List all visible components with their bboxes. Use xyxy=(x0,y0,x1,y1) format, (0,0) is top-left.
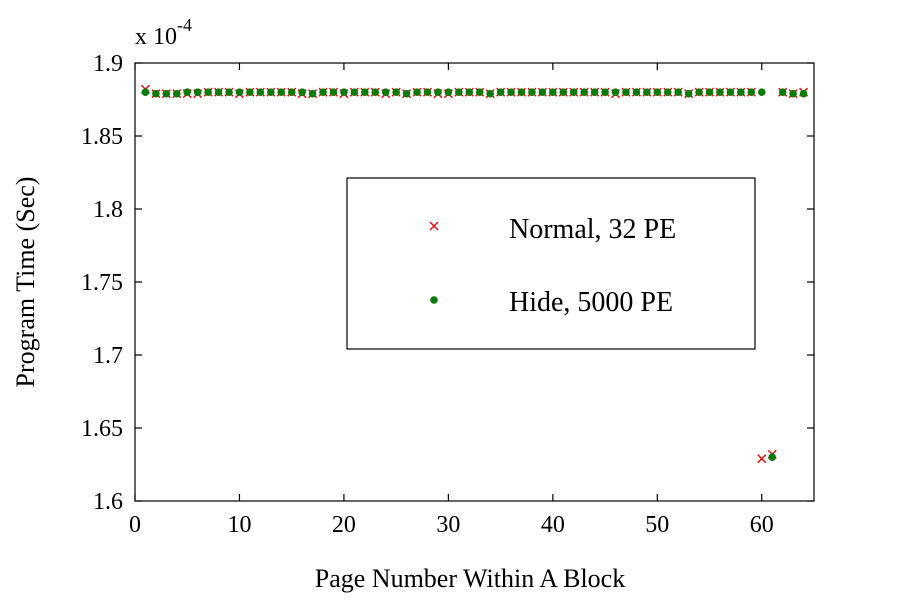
hide-point xyxy=(590,88,599,96)
hide-point xyxy=(319,88,327,96)
x-tick-label: 0 xyxy=(129,512,141,538)
hide-point xyxy=(475,88,484,96)
hide-point xyxy=(580,88,588,96)
hide-point xyxy=(559,88,568,96)
hide-point xyxy=(152,89,160,98)
hide-point xyxy=(434,88,442,96)
hide-point xyxy=(507,88,515,96)
hide-point xyxy=(611,88,620,96)
hide-point xyxy=(413,88,421,96)
hide-point xyxy=(569,88,578,96)
hide-point xyxy=(225,88,233,96)
x-tick-label: 20 xyxy=(332,512,356,538)
hide-point xyxy=(757,88,766,96)
hide-point xyxy=(747,88,756,96)
legend: Normal, 32 PE Hide, 5000 PE xyxy=(346,177,756,350)
hide-point xyxy=(246,88,254,96)
hide-point xyxy=(444,88,453,96)
hide-point xyxy=(726,88,735,96)
plot-area-frame xyxy=(134,62,815,502)
hide-point xyxy=(381,88,390,96)
hide-point xyxy=(622,88,630,96)
hide-point xyxy=(768,453,777,462)
hide-point xyxy=(298,88,306,96)
legend-box xyxy=(346,177,756,350)
axis-ticks: 0 10 20 30 40 50 60 1.6 1.65 1.7 1.75 1.8 1.85 1.9 xyxy=(81,51,814,538)
hide-point xyxy=(496,88,505,96)
y-tick-label: 1.9 xyxy=(93,51,123,77)
hide-point xyxy=(392,88,400,96)
hide-point xyxy=(193,88,202,96)
hide-point xyxy=(663,88,672,96)
legend-label-normal: Normal, 32 PE xyxy=(509,214,676,245)
hide-point xyxy=(643,88,651,96)
hide-point xyxy=(789,89,797,98)
y-tick-label: 1.7 xyxy=(93,343,123,369)
y-tick-label: 1.6 xyxy=(93,489,123,515)
hide-point xyxy=(423,88,432,96)
legend-marker-normal xyxy=(429,221,439,231)
hide-point xyxy=(674,88,682,96)
hide-point xyxy=(371,88,380,96)
hide-point xyxy=(204,88,212,96)
y-tick-label: 1.65 xyxy=(81,416,123,442)
hide-point xyxy=(799,89,808,98)
hide-point xyxy=(235,88,244,96)
hide-point xyxy=(737,88,745,96)
hide-point xyxy=(361,88,369,96)
hide-point xyxy=(340,88,348,96)
hide-point xyxy=(601,88,609,96)
data-points xyxy=(140,84,809,464)
hide-point xyxy=(329,88,338,96)
hide-point xyxy=(350,88,359,96)
legend-x-marker xyxy=(429,221,439,231)
x-tick-label: 50 xyxy=(645,512,669,538)
hide-point xyxy=(141,88,150,96)
hide-point xyxy=(287,88,296,96)
hide-point xyxy=(455,88,463,96)
hide-point xyxy=(632,88,641,96)
hide-point xyxy=(778,88,787,96)
hide-point xyxy=(402,89,411,98)
hide-point xyxy=(214,88,223,96)
hide-point xyxy=(183,88,192,96)
legend-label-hide: Hide, 5000 PE xyxy=(509,287,673,318)
hide-point xyxy=(172,89,181,98)
y-exponent-label: x 10-4 xyxy=(135,15,192,50)
legend-dot-marker xyxy=(430,296,438,304)
x-tick-label: 30 xyxy=(436,512,460,538)
hide-point xyxy=(486,89,494,98)
hide-point xyxy=(684,89,693,98)
y-tick-label: 1.85 xyxy=(81,124,123,150)
x-tick-label: 10 xyxy=(227,512,251,538)
hide-point xyxy=(517,88,526,96)
normal-point xyxy=(757,454,767,464)
x-tick-label: 40 xyxy=(541,512,565,538)
hide-point xyxy=(705,88,714,96)
hide-point xyxy=(308,89,317,98)
hide-point xyxy=(695,88,703,96)
hide-point xyxy=(549,88,557,96)
hide-point xyxy=(465,88,474,96)
hide-point xyxy=(277,88,286,96)
hide-point xyxy=(256,88,265,96)
y-tick-label: 1.8 xyxy=(93,197,123,223)
hide-point xyxy=(653,88,662,96)
x-tick-label: 60 xyxy=(750,512,774,538)
y-axis-title: Program Time (Sec) xyxy=(11,177,40,388)
hide-point xyxy=(528,88,536,96)
x-axis-title: Page Number Within A Block xyxy=(315,564,625,593)
hide-point xyxy=(267,88,275,96)
y-tick-label: 1.75 xyxy=(81,270,123,296)
hide-point xyxy=(162,89,171,98)
hide-point xyxy=(716,88,724,96)
hide-point xyxy=(538,88,547,96)
legend-marker-hide xyxy=(430,296,438,304)
